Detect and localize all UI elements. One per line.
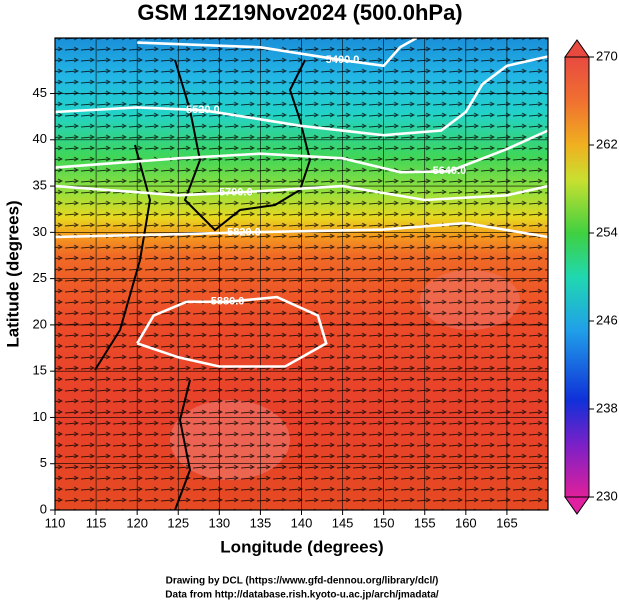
x-tick-label: 165 [496,515,518,530]
x-tick-label: 125 [167,515,189,530]
colorbar-tick-label: 262 [596,136,618,151]
x-tick-label: 150 [373,515,395,530]
colorbar-top-cap [564,39,590,58]
chart-title: GSM 12Z19Nov2024 (500.0hPa) [137,0,462,25]
y-tick-label: 20 [33,316,47,331]
x-tick-label: 155 [414,515,436,530]
y-tick-label: 15 [33,363,47,378]
y-tick-label: 5 [40,455,47,470]
x-tick-label: 135 [250,515,272,530]
contour-label: 5820.0 [227,226,261,238]
contour-line [136,295,328,368]
contour-line [137,36,418,68]
x-tick-label: 160 [455,515,477,530]
colorbar-tick-label: 230 [596,488,618,503]
contour-line [54,184,549,202]
contour-line [54,55,549,137]
coastline [94,59,312,511]
y-tick-label: 45 [33,85,47,100]
colorbar-tick-label: 238 [596,400,618,415]
y-tick-label: 30 [33,224,47,239]
y-tick-label: 40 [33,131,47,146]
y-axis-label: Latitude (degrees) [3,200,22,347]
y-tick-label: 10 [33,409,47,424]
contour-label: 5520.0 [186,104,220,116]
contour-label: 5880.0 [211,296,245,308]
colorbar-bottom-cap [564,496,590,515]
plot-frame [54,37,549,511]
x-tick-label: 110 [45,515,66,530]
y-tick-label: 35 [33,178,47,193]
y-tick-label: 0 [40,501,47,516]
colorbar [564,56,590,498]
footer-line: Drawing by DCL (https://www.gfd-dennou.o… [166,576,439,587]
colorbar-tick-label: 254 [596,224,618,239]
x-tick-label: 140 [291,515,313,530]
colorbar-tick-label: 270 [596,48,618,63]
x-tick-label: 145 [332,515,354,530]
x-tick-label: 120 [126,515,148,530]
footer-line: Data from http://database.rish.kyoto-u.a… [165,590,439,601]
contour-label: 5700.0 [219,186,253,198]
contour-label: 5400.0 [326,54,360,66]
x-tick-label: 115 [86,515,107,530]
x-axis-label: Longitude (degrees) [220,537,383,556]
contour-line [54,129,549,174]
contour-line [54,221,549,239]
contour-label: 5640.0 [433,165,467,177]
y-tick-label: 25 [33,270,47,285]
x-tick-label: 130 [208,515,230,530]
colorbar-tick-label: 246 [596,312,618,327]
